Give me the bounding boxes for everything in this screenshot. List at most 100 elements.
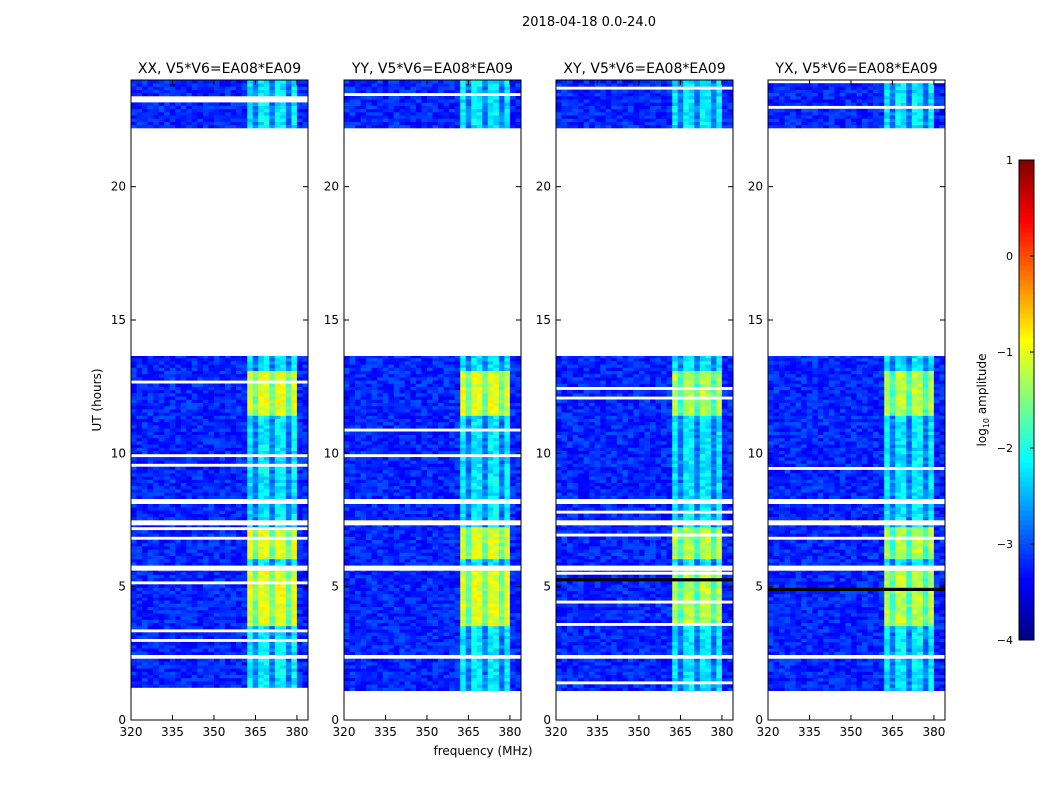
heatmap-cell [219,370,226,375]
heatmap-cell [136,396,143,400]
heatmap-cell [449,570,455,572]
heatmap-cell [164,625,171,630]
heatmap-cell [449,671,455,675]
heatmap-cell [302,681,309,685]
heatmap-cell [219,525,226,528]
heatmap-cell [214,674,220,679]
heatmap-cell [131,684,137,688]
heatmap-cell [482,661,489,666]
heatmap-cell [180,389,187,394]
heatmap-cell [388,641,395,646]
heatmap-cell [191,641,198,646]
heatmap-cell [302,613,309,617]
heatmap-cell [269,485,276,490]
heatmap-cell [241,434,248,439]
heatmap-cell [153,447,159,451]
heatmap-cell [175,105,182,110]
heatmap-cell [487,555,494,560]
heatmap-cell [280,402,287,407]
heatmap-cell [208,402,215,407]
heatmap-cell [291,102,298,106]
heatmap-cell [465,641,472,646]
heatmap-cell [142,571,148,575]
heatmap-cell [191,83,198,87]
heatmap-cell [197,102,204,106]
heatmap-cell [202,450,209,455]
heatmap-cell [186,115,193,119]
heatmap-cell [247,447,254,451]
heatmap-cell [269,546,276,550]
heatmap-cell [344,651,350,655]
heatmap-cell [371,645,378,649]
heatmap-cell [355,546,361,550]
heatmap-cell [344,638,350,643]
heatmap-cell [427,526,433,531]
heatmap-cell [302,539,309,544]
heatmap-cell [175,124,182,129]
heatmap-cell [415,577,422,582]
heatmap-cell [142,542,148,547]
heatmap-cell [147,597,154,601]
heatmap-cell [493,587,500,591]
heatmap-cell [202,577,209,582]
heatmap-cell [302,92,309,97]
heatmap-cell [415,684,422,688]
heatmap-cell [302,648,309,652]
heatmap-cell [252,118,259,122]
heatmap-cell [421,539,428,544]
heatmap-cell [197,83,204,87]
heatmap-cell [443,600,450,604]
heatmap-cell [136,473,143,477]
heatmap-cell [142,668,148,672]
heatmap-cell [344,539,350,544]
heatmap-cell [382,651,389,655]
heatmap-cell [280,83,287,87]
heatmap-cell [454,590,461,595]
heatmap-cell [427,619,433,623]
heatmap-cell [509,674,516,679]
heatmap-cell [186,399,193,403]
heatmap-cell [225,415,231,419]
heatmap-cell [449,530,455,534]
heatmap-cell [230,495,237,499]
heatmap-cell [197,121,204,126]
heatmap-cell [169,587,176,591]
heatmap-cell [142,616,148,620]
heatmap-cell [186,648,193,652]
heatmap-cell [498,597,505,601]
heatmap-cell [302,671,309,675]
heatmap-cell [274,434,281,439]
heatmap-cell [175,558,182,563]
heatmap-cell [169,507,176,511]
heatmap-cell [236,590,242,595]
heatmap-cell [274,473,281,477]
heatmap-cell [136,482,143,487]
heatmap-cell [175,613,182,617]
heatmap-cell [280,684,287,688]
heatmap-cell [410,606,417,611]
heatmap-cell [208,665,215,669]
heatmap-cell [236,396,242,400]
heatmap-cell [449,571,455,575]
heatmap-cell [371,619,378,623]
heatmap-cell [285,684,292,688]
heatmap-cell [285,370,292,375]
heatmap-cell [482,593,489,598]
heatmap-cell [465,625,472,630]
heatmap-cell [355,600,361,604]
heatmap-cell [208,593,215,598]
heatmap-cell [291,421,298,426]
heatmap-cell [493,606,500,611]
heatmap-cell [487,638,494,643]
heatmap-cell [164,425,171,429]
heatmap-cell [197,108,204,113]
heatmap-cell [186,606,193,611]
heatmap-cell [504,552,511,556]
heatmap-cell [186,668,193,672]
heatmap-cell [186,625,193,630]
heatmap-cell [225,684,231,688]
heatmap-cell [274,469,281,474]
heatmap-cell [285,421,292,426]
heatmap-cell [191,495,198,499]
heatmap-cell [236,600,242,604]
